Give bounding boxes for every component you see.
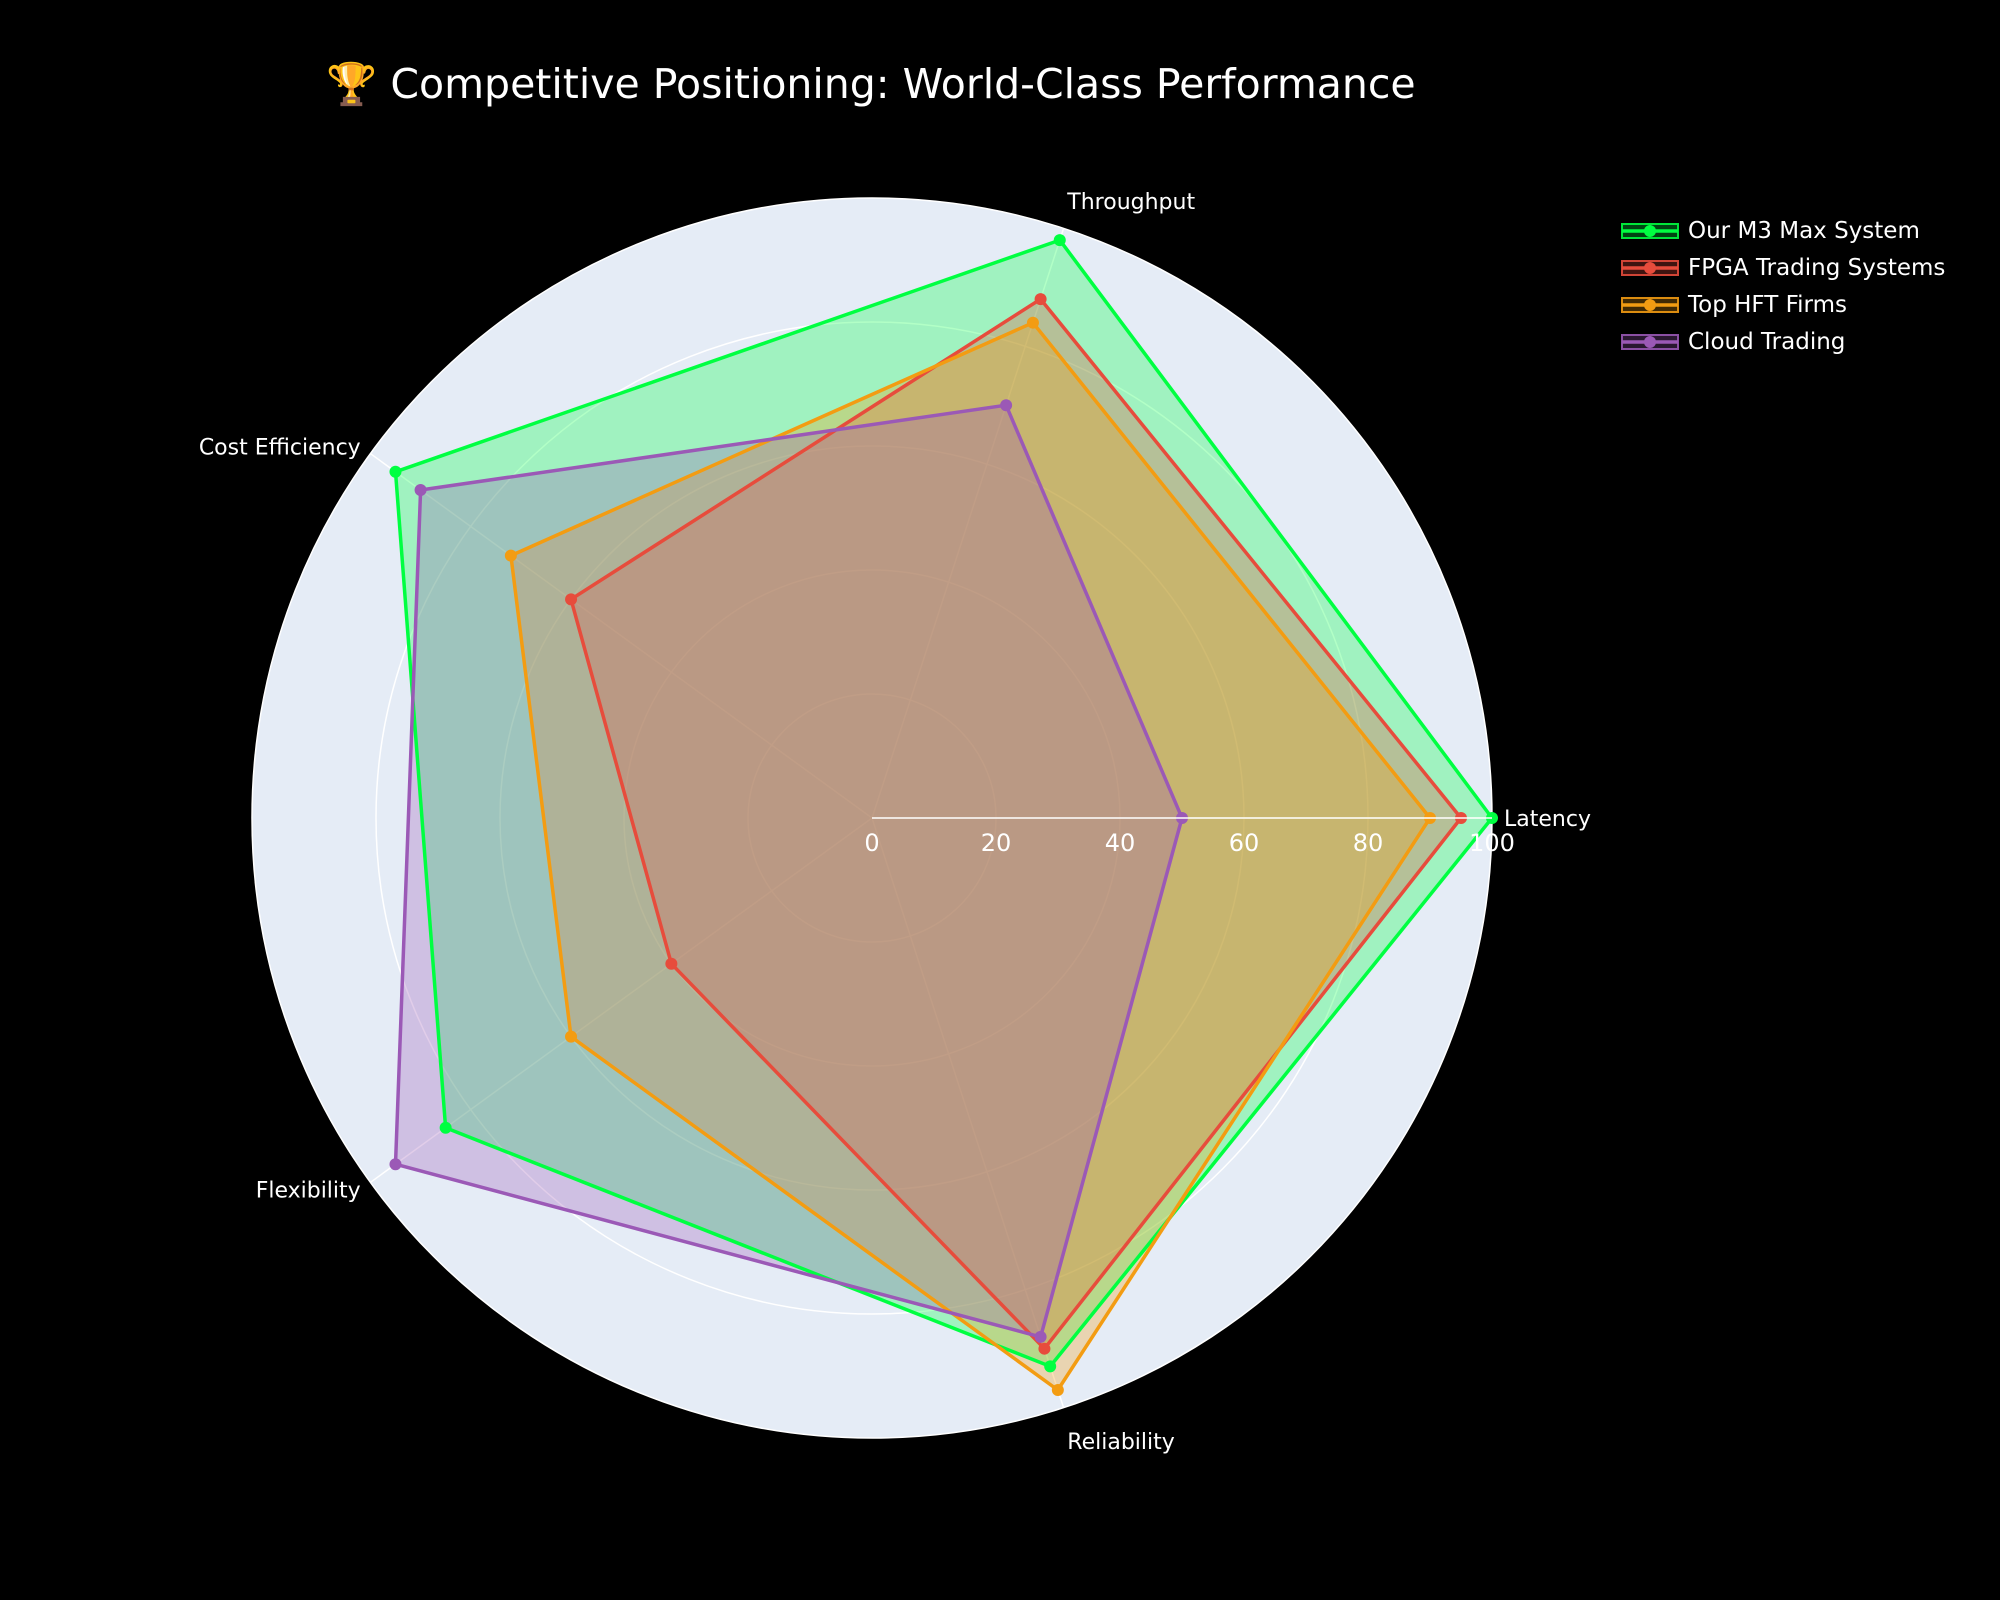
data-point-3-3 <box>389 1158 402 1171</box>
radial-tick-label: 0 <box>864 829 879 857</box>
legend-swatch <box>1620 219 1680 243</box>
legend-label: FPGA Trading Systems <box>1688 254 1946 281</box>
data-point-0-2 <box>389 465 402 478</box>
radial-tick-label: 60 <box>1229 829 1260 857</box>
series-line-3 <box>393 403 1184 1339</box>
data-point-1-1 <box>1034 293 1047 306</box>
axis-label-cost-efficiency: Cost Efficiency <box>199 436 361 461</box>
axis-label-flexibility: Flexibility <box>256 1178 361 1203</box>
series-line-1 <box>569 297 1463 1351</box>
series-line-2 <box>509 320 1432 1392</box>
data-point-1-4 <box>1038 1342 1051 1355</box>
data-point-0-1 <box>1053 234 1066 247</box>
axis-label-throughput: Throughput <box>1066 190 1195 215</box>
data-point-3-4 <box>1034 1330 1047 1343</box>
legend-swatch <box>1620 293 1680 317</box>
legend-item[interactable]: Our M3 Max System <box>1620 212 1945 249</box>
axis-label-latency: Latency <box>1504 807 1591 832</box>
data-point-1-2 <box>565 593 578 606</box>
series-line-0 <box>393 238 1494 1369</box>
radial-tick-label: 80 <box>1353 829 1384 857</box>
data-point-2-1 <box>1026 316 1039 329</box>
legend: Our M3 Max System FPGA Trading Systems Top… <box>1620 212 1945 360</box>
series-fill-0 <box>395 240 1492 1367</box>
grid-spoke <box>369 452 873 819</box>
grid-spoke <box>369 817 873 1184</box>
grid-spoke <box>871 817 1065 1408</box>
data-point-2-2 <box>504 549 517 562</box>
legend-label: Cloud Trading <box>1688 328 1846 355</box>
legend-swatch <box>1620 330 1680 354</box>
series-fill-3 <box>395 405 1182 1337</box>
radial-tick-label: 100 <box>1469 829 1515 857</box>
axis-label-reliability: Reliability <box>1067 1430 1175 1455</box>
data-point-2-3 <box>565 1030 578 1043</box>
data-point-0-3 <box>439 1121 452 1134</box>
chart-title: 🏆 Competitive Positioning: World-Class P… <box>326 60 1416 108</box>
legend-item[interactable]: Top HFT Firms <box>1620 286 1945 323</box>
series-fill-2 <box>510 322 1430 1391</box>
series-fill-1 <box>571 299 1461 1349</box>
radial-tick-label: 20 <box>981 829 1012 857</box>
legend-label: Top HFT Firms <box>1688 291 1847 318</box>
legend-swatch <box>1620 256 1680 280</box>
series-layer <box>389 234 1498 1396</box>
data-point-3-2 <box>414 484 427 497</box>
radial-tick-label: 40 <box>1105 829 1136 857</box>
legend-item[interactable]: FPGA Trading Systems <box>1620 249 1945 286</box>
data-point-0-4 <box>1044 1360 1057 1373</box>
legend-label: Our M3 Max System <box>1688 217 1920 244</box>
data-point-2-4 <box>1051 1383 1064 1396</box>
legend-item[interactable]: Cloud Trading <box>1620 323 1945 360</box>
data-point-3-1 <box>1000 399 1013 412</box>
data-point-1-3 <box>665 957 678 970</box>
